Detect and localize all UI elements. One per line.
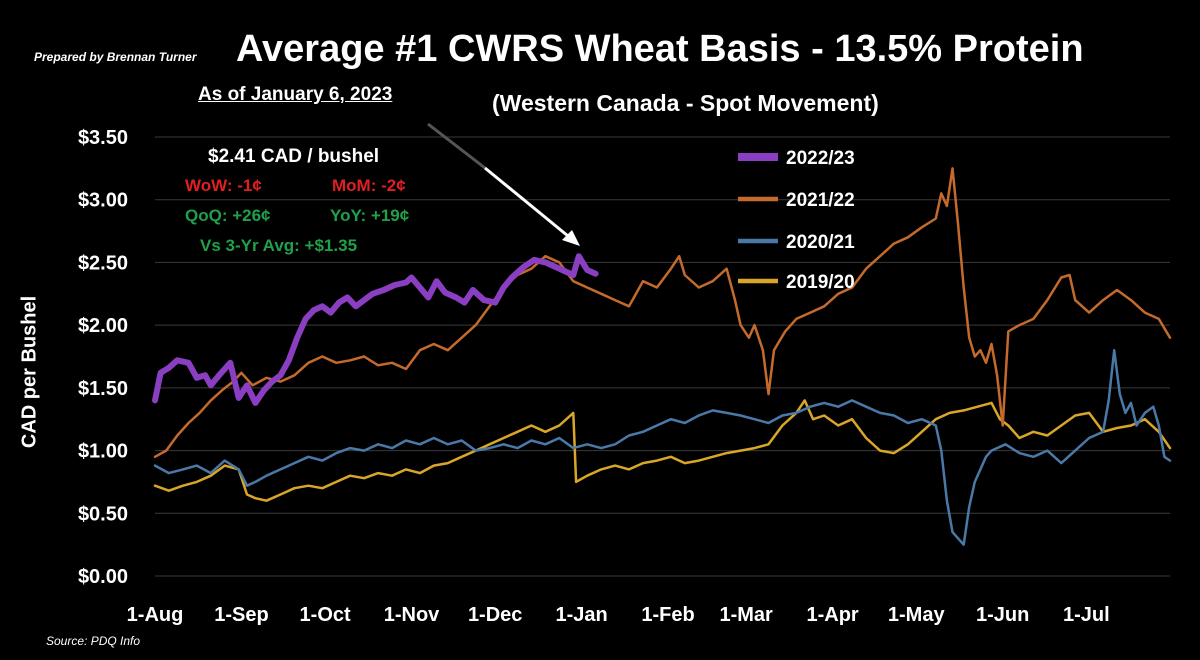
chart-title: Average #1 CWRS Wheat Basis - 13.5% Prot… [236,28,1084,70]
x-tick-label: 1-Aug [127,604,184,626]
x-tick-label: 1-Sep [214,604,268,626]
y-axis-label: CAD per Bushel [18,295,41,449]
x-tick-label: 1-Nov [384,604,440,626]
legend-label: 2020/21 [786,232,855,253]
x-tick-label: 1-Apr [806,604,858,626]
x-tick-label: 1-Oct [300,604,351,626]
x-tick-label: 1-Dec [468,604,522,626]
legend-label: 2022/23 [786,148,855,169]
y-tick-label: $0.50 [78,503,128,525]
gridlines [155,136,1170,577]
legend: 2022/23 2021/22 2020/21 2019/20 [738,148,855,293]
y-tick-label: $3.50 [78,127,128,149]
y-tick-label: $1.50 [78,378,128,400]
x-tick-label: 1-Jul [1063,604,1110,626]
x-tick-label: 1-Feb [641,604,694,626]
current-price: $2.41 CAD / bushel [208,146,380,167]
source-credit: Source: PDQ Info [46,634,141,648]
y-tick-label: $2.00 [78,315,128,337]
vs-3yr-average-change: Vs 3-Yr Avg: +$1.35 [200,236,358,255]
month-over-month-change: MoM: -2¢ [332,176,406,195]
y-tick-label: $0.00 [78,566,128,588]
week-over-week-change: WoW: -1¢ [185,176,262,195]
series-lines [152,167,1172,546]
arrow-dark-segment [427,122,486,170]
legend-label: 2021/22 [786,190,855,211]
as-of-date: As of January 6, 2023 [198,84,393,105]
y-axis-ticks: $0.00 $0.50 $1.00 $1.50 $2.00 $2.50 $3.00 $3.50 [78,127,128,588]
x-tick-label: 1-May [888,604,946,626]
y-tick-label: $3.00 [78,190,128,212]
prepared-by-credit: Prepared by Brennan Turner [34,50,197,64]
x-tick-label: 1-Mar [719,604,773,626]
arrow-light-segment [484,166,569,238]
y-tick-label: $2.50 [78,252,128,274]
x-tick-label: 1-Jan [556,604,608,626]
x-tick-label: 1-Jun [976,604,1029,626]
year-over-year-change: YoY: +19¢ [330,206,410,225]
quarter-over-quarter-change: QoQ: +26¢ [185,206,271,225]
y-tick-label: $1.00 [78,441,128,463]
legend-label: 2019/20 [786,272,855,293]
annotation-arrow [427,122,580,246]
arrow-head [562,230,580,246]
series-line-2020-21 [153,348,1172,546]
chart-subtitle: (Western Canada - Spot Movement) [492,90,879,116]
x-axis-ticks: 1-Aug 1-Sep 1-Oct 1-Nov 1-Dec 1-Jan 1-Feb 1-Mar… [127,604,1110,626]
series-line-2022-23 [152,253,599,406]
series-line-2021-22 [153,167,1172,459]
